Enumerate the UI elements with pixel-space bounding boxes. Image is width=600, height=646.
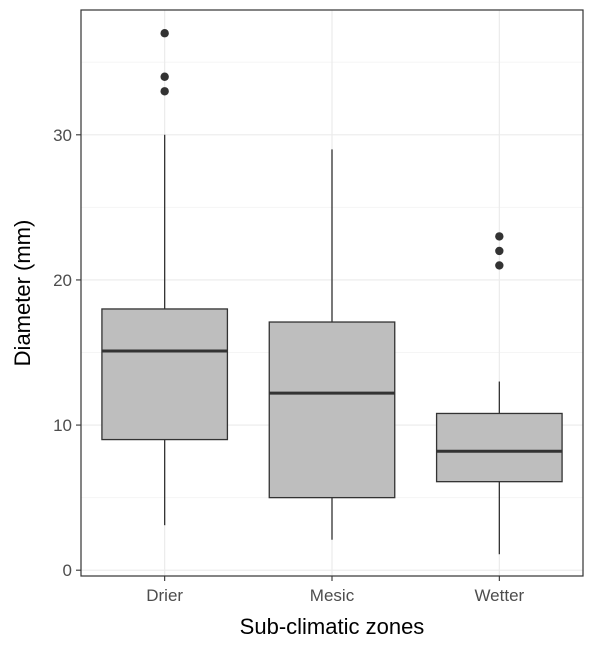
- iqr-box: [435, 412, 563, 483]
- outlier-point: [160, 72, 169, 81]
- iqr-box: [268, 321, 396, 499]
- x-axis-title: Sub-climatic zones: [240, 614, 425, 639]
- y-tick-label: 20: [53, 271, 72, 290]
- box-drier: [101, 29, 229, 526]
- outlier-point: [160, 29, 169, 38]
- y-tick-label: 10: [53, 416, 72, 435]
- box-mesic: [268, 149, 396, 540]
- outlier-point: [495, 232, 504, 241]
- y-tick-label: 30: [53, 126, 72, 145]
- x-tick-label: Drier: [146, 586, 183, 605]
- x-tick-label: Mesic: [310, 586, 355, 605]
- y-axis-title: Diameter (mm): [10, 220, 35, 367]
- outlier-point: [160, 87, 169, 96]
- y-tick-label: 0: [63, 561, 72, 580]
- axis-layer: 0 10 20 30 Drier Mesic Wetter: [53, 126, 524, 605]
- panel-border: [80, 9, 584, 577]
- outlier-point: [495, 261, 504, 270]
- box-layer: [101, 29, 563, 555]
- outlier-point: [495, 246, 504, 256]
- x-tick-label: Wetter: [474, 586, 524, 605]
- iqr-box: [101, 308, 229, 441]
- box-wetter: [435, 232, 563, 555]
